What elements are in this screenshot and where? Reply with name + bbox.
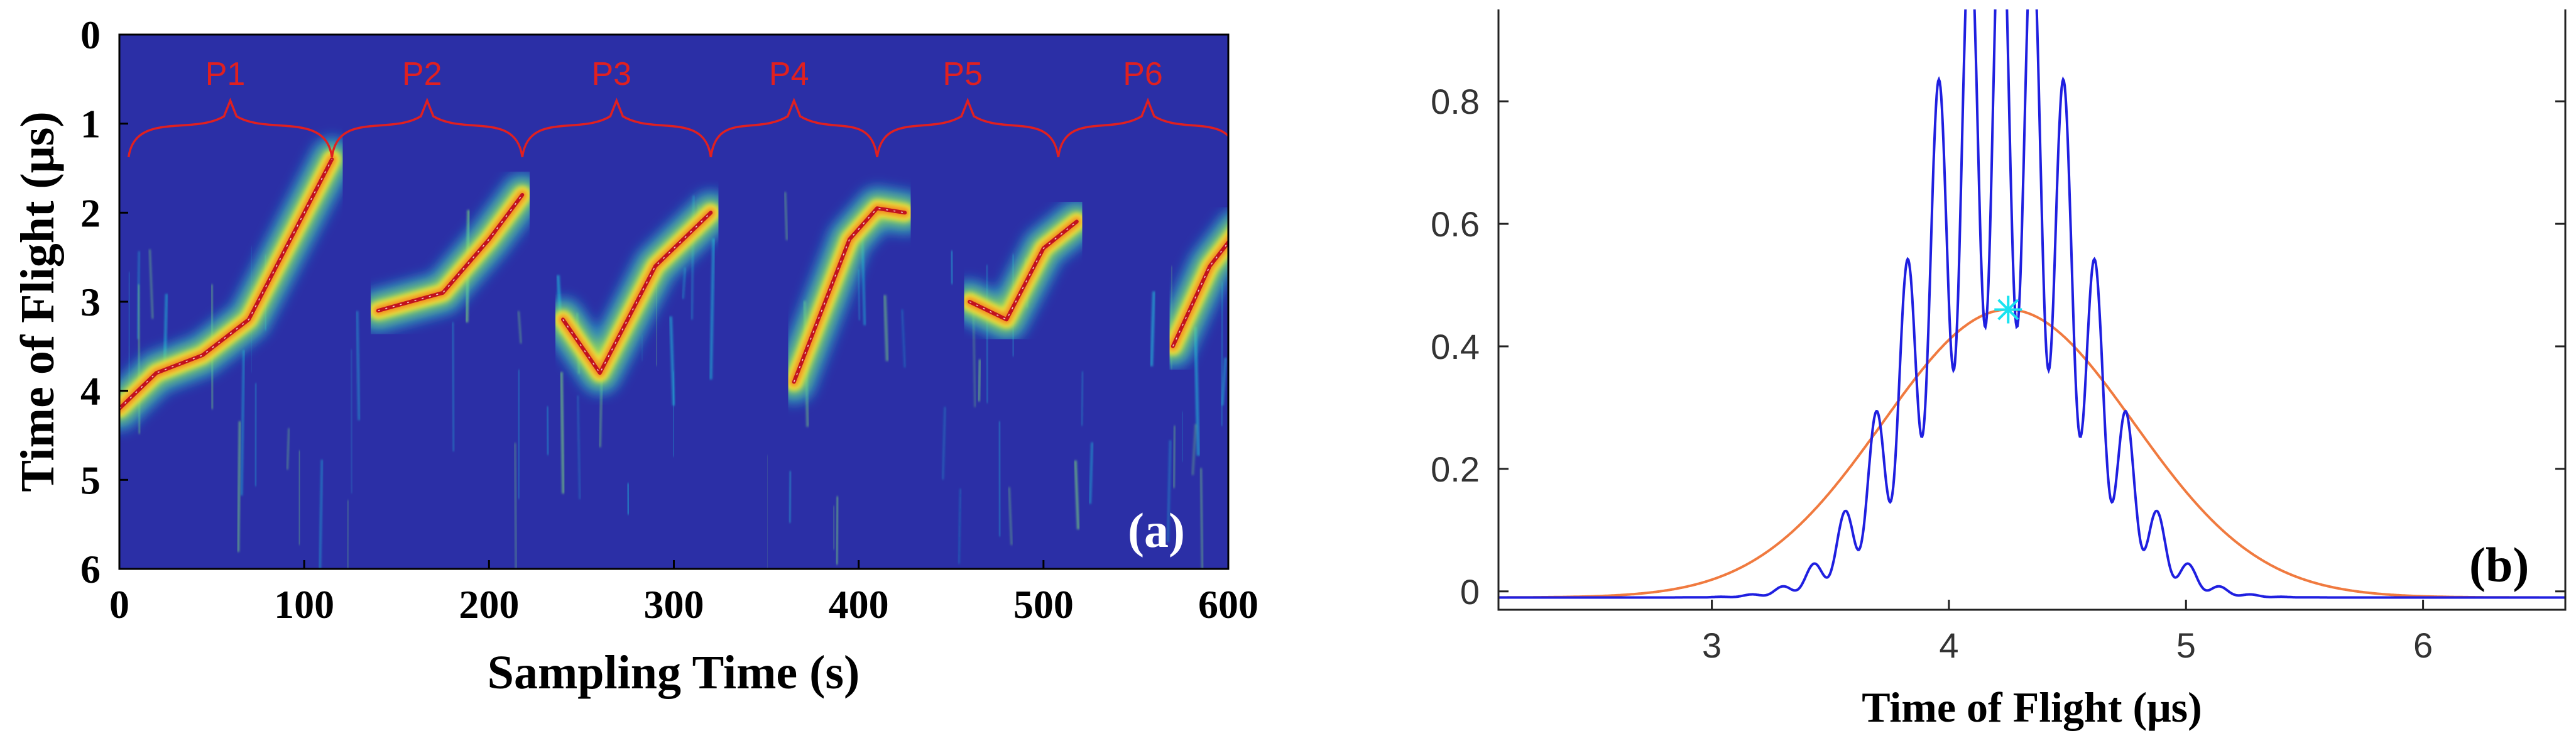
noise-streak bbox=[1088, 442, 1094, 504]
period-label-p4: P4 bbox=[769, 56, 809, 92]
period-bracket-p2 bbox=[330, 97, 524, 158]
y-tick-label: 0.2 bbox=[1431, 449, 1480, 489]
heatmap-panel-label: (a) bbox=[1128, 503, 1185, 558]
noise-streak bbox=[518, 311, 522, 344]
y-tick-label: 0.4 bbox=[1431, 327, 1480, 366]
series-line-envelope bbox=[1498, 308, 2565, 599]
y-tick-label: 0.8 bbox=[1431, 82, 1480, 121]
peak-marker-stroke bbox=[1997, 299, 2019, 321]
period-brackets: P1 P2 P3 P4 P5 P6 bbox=[127, 56, 1228, 158]
ridge-center bbox=[119, 158, 332, 409]
ridge-band bbox=[376, 193, 525, 313]
ridge-band bbox=[1171, 239, 1228, 348]
noise-streak bbox=[297, 450, 302, 545]
noise-streak bbox=[149, 249, 154, 319]
ridge-band bbox=[561, 211, 713, 375]
noise-streak bbox=[958, 488, 961, 564]
line-plot-panel: 3 4 5 6 0 0.2 0.4 0.6 0.8 Time of Flight (μs) (… bbox=[1431, 9, 2567, 731]
noise-streak bbox=[1166, 440, 1172, 542]
x-tick-label: 200 bbox=[459, 582, 519, 627]
series-line-raw bbox=[1498, 9, 2565, 599]
noise-streak bbox=[560, 372, 565, 494]
peak-marker bbox=[1994, 295, 2022, 324]
x-tick-label: 500 bbox=[1013, 582, 1074, 627]
heatmap-x-ticks: 0 100 200 300 400 500 600 bbox=[109, 560, 1258, 627]
noise-streak bbox=[942, 407, 946, 480]
noise-streak bbox=[514, 443, 517, 569]
line-plot-panel-label: (b) bbox=[2469, 537, 2529, 592]
x-tick-label: 100 bbox=[274, 582, 334, 627]
y-tick-label: 1 bbox=[80, 102, 101, 146]
x-tick-label: 5 bbox=[2176, 625, 2196, 665]
y-tick-label: 2 bbox=[80, 190, 101, 235]
heatmap-x-axis-label: Sampling Time (s) bbox=[488, 646, 860, 699]
ridge-center bbox=[794, 207, 905, 382]
noise-streak bbox=[1199, 468, 1204, 569]
period-label-p2: P2 bbox=[402, 56, 442, 92]
period-bracket-p6 bbox=[1057, 97, 1228, 158]
period-bracket-p3 bbox=[521, 97, 712, 158]
noise-streak bbox=[287, 428, 290, 470]
x-tick-label: 400 bbox=[829, 582, 889, 627]
y-tick-label: 3 bbox=[80, 280, 101, 324]
y-tick-label: 5 bbox=[80, 458, 101, 502]
line-plot-y-ticks: 0 0.2 0.4 0.6 0.8 bbox=[1431, 82, 2565, 612]
noise-streak bbox=[319, 460, 324, 569]
noise-streak bbox=[669, 316, 675, 406]
period-label-p1: P1 bbox=[205, 56, 246, 92]
noise-streak bbox=[577, 395, 581, 500]
ridge-band bbox=[968, 219, 1079, 322]
period-bracket-p5 bbox=[876, 97, 1060, 158]
period-label-p3: P3 bbox=[592, 56, 632, 92]
noise-streak bbox=[254, 383, 258, 487]
y-tick-label: 6 bbox=[80, 547, 101, 592]
noise-streak bbox=[546, 406, 549, 455]
noise-streak bbox=[1173, 426, 1176, 488]
heatmap-panel: P1 P2 P3 P4 P5 P6 0 100 200 300 400 500 600 0 1 2 3 4 5 6… bbox=[11, 13, 1258, 699]
noise-streak bbox=[901, 309, 906, 368]
noise-streak bbox=[709, 238, 715, 380]
period-bracket-p1 bbox=[127, 97, 334, 158]
noise-streak bbox=[1074, 460, 1080, 530]
period-label-p6: P6 bbox=[1123, 56, 1163, 92]
noise-streak bbox=[784, 192, 788, 240]
noise-streak bbox=[835, 496, 839, 565]
noise-streak bbox=[347, 500, 349, 569]
noise-streak bbox=[356, 311, 361, 421]
noise-streak bbox=[1008, 487, 1013, 546]
x-tick-label: 4 bbox=[1939, 625, 1958, 665]
line-plot-frame bbox=[1497, 9, 2567, 611]
y-tick-label: 4 bbox=[80, 369, 101, 414]
x-tick-label: 3 bbox=[1702, 625, 1722, 665]
period-label-p5: P5 bbox=[942, 56, 983, 92]
line-plot-x-axis-label: Time of Flight (μs) bbox=[1862, 683, 2202, 731]
noise-streak bbox=[682, 267, 687, 299]
noise-streak bbox=[517, 370, 520, 499]
noise-streak bbox=[788, 471, 792, 523]
heatmap-y-axis-label: Time of Flight (μs) bbox=[11, 111, 64, 492]
noise-streak bbox=[1191, 424, 1197, 475]
x-tick-label: 6 bbox=[2413, 625, 2433, 665]
x-tick-label: 0 bbox=[109, 582, 129, 627]
x-tick-label: 300 bbox=[644, 582, 704, 627]
y-tick-label: 0 bbox=[80, 13, 101, 57]
noise-streak bbox=[1081, 371, 1084, 426]
noise-streak bbox=[241, 350, 245, 496]
noise-streak bbox=[237, 421, 241, 552]
noise-streak bbox=[350, 349, 353, 493]
y-tick-label: 0.6 bbox=[1431, 204, 1480, 244]
noise-streak bbox=[1221, 357, 1227, 406]
x-tick-label: 600 bbox=[1198, 582, 1258, 627]
heatmap-y-ticks: 0 1 2 3 4 5 6 bbox=[80, 13, 128, 592]
noise-streak bbox=[998, 421, 1001, 537]
noise-streak bbox=[451, 322, 456, 451]
line-plot-x-ticks: 3 4 5 6 bbox=[1702, 600, 2433, 665]
heatmap-ridge bbox=[119, 136, 1228, 431]
y-tick-label: 0 bbox=[1460, 572, 1480, 612]
noise-streak bbox=[977, 359, 981, 402]
period-bracket-p4 bbox=[709, 97, 878, 158]
line-plot-background bbox=[1498, 9, 2565, 610]
noise-streak bbox=[883, 295, 889, 361]
